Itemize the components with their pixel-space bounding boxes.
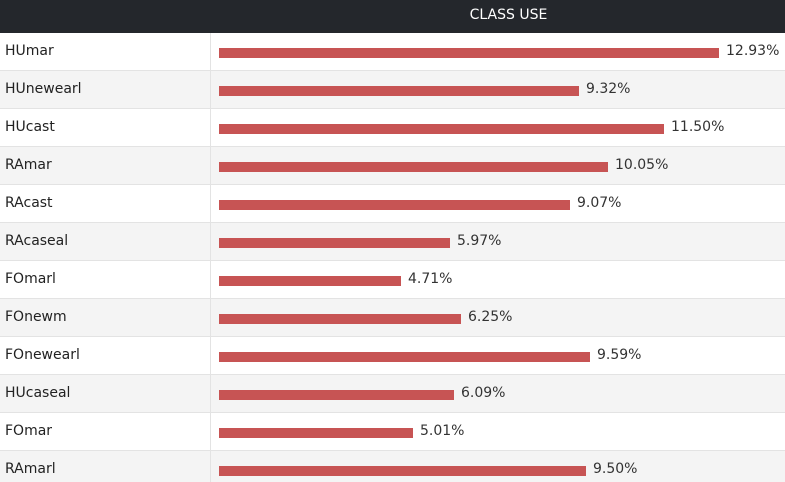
category-label: HUcaseal (5, 385, 71, 401)
value-label: 6.25% (468, 309, 513, 325)
table-row: HUmar 12.93% (0, 33, 785, 71)
category-label: RAcaseal (5, 233, 69, 249)
value-label: 10.05% (615, 157, 669, 173)
bar (219, 48, 719, 58)
bar (219, 162, 608, 172)
column-divider (210, 337, 211, 374)
table-row: FOmar 5.01% (0, 413, 785, 451)
column-divider (210, 185, 211, 222)
category-label: HUmar (5, 43, 54, 59)
table-row: HUcast 11.50% (0, 109, 785, 147)
column-divider (210, 375, 211, 412)
category-label: FOmar (5, 423, 53, 439)
value-label: 12.93% (726, 43, 780, 59)
column-divider (210, 413, 211, 450)
category-label: FOnewm (5, 309, 67, 325)
value-label: 9.59% (597, 347, 642, 363)
table-row: HUcaseal 6.09% (0, 375, 785, 413)
value-label: 9.50% (593, 461, 638, 477)
value-label: 5.01% (420, 423, 465, 439)
chart-header: CLASS USE (0, 0, 785, 33)
column-divider (210, 299, 211, 336)
category-label: RAcast (5, 195, 53, 211)
value-label: 9.07% (577, 195, 622, 211)
table-row: RAcast 9.07% (0, 185, 785, 223)
bar (219, 428, 413, 438)
value-label: 11.50% (671, 119, 725, 135)
column-divider (210, 147, 211, 184)
table-row: HUnewearl 9.32% (0, 71, 785, 109)
table-row: FOnewearl 9.59% (0, 337, 785, 375)
bar (219, 124, 664, 134)
bar (219, 466, 586, 476)
column-divider (210, 223, 211, 260)
column-divider (210, 109, 211, 146)
value-label: 9.32% (586, 81, 631, 97)
table-row: RAcaseal 5.97% (0, 223, 785, 261)
category-label: RAmar (5, 157, 52, 173)
category-label: FOmarl (5, 271, 56, 287)
bar (219, 314, 461, 324)
table-row: RAmarl 9.50% (0, 451, 785, 482)
bar (219, 390, 454, 400)
bar (219, 200, 570, 210)
table-row: FOmarl 4.71% (0, 261, 785, 299)
value-label: 6.09% (461, 385, 506, 401)
category-label: RAmarl (5, 461, 56, 477)
chart-title: CLASS USE (469, 7, 548, 23)
bar (219, 86, 579, 96)
value-label: 4.71% (408, 271, 453, 287)
header-label-column (0, 0, 210, 33)
column-divider (210, 33, 211, 70)
table-row: RAmar 10.05% (0, 147, 785, 185)
column-divider (210, 451, 211, 482)
table-row: FOnewm 6.25% (0, 299, 785, 337)
column-divider (210, 71, 211, 108)
bar (219, 238, 450, 248)
category-label: HUcast (5, 119, 55, 135)
category-label: FOnewearl (5, 347, 80, 363)
bar-rows: HUmar 12.93% HUnewearl 9.32% HUcast 11.50% RAm… (0, 33, 785, 482)
column-divider (210, 261, 211, 298)
category-label: HUnewearl (5, 81, 82, 97)
value-label: 5.97% (457, 233, 502, 249)
bar (219, 352, 590, 362)
bar (219, 276, 401, 286)
